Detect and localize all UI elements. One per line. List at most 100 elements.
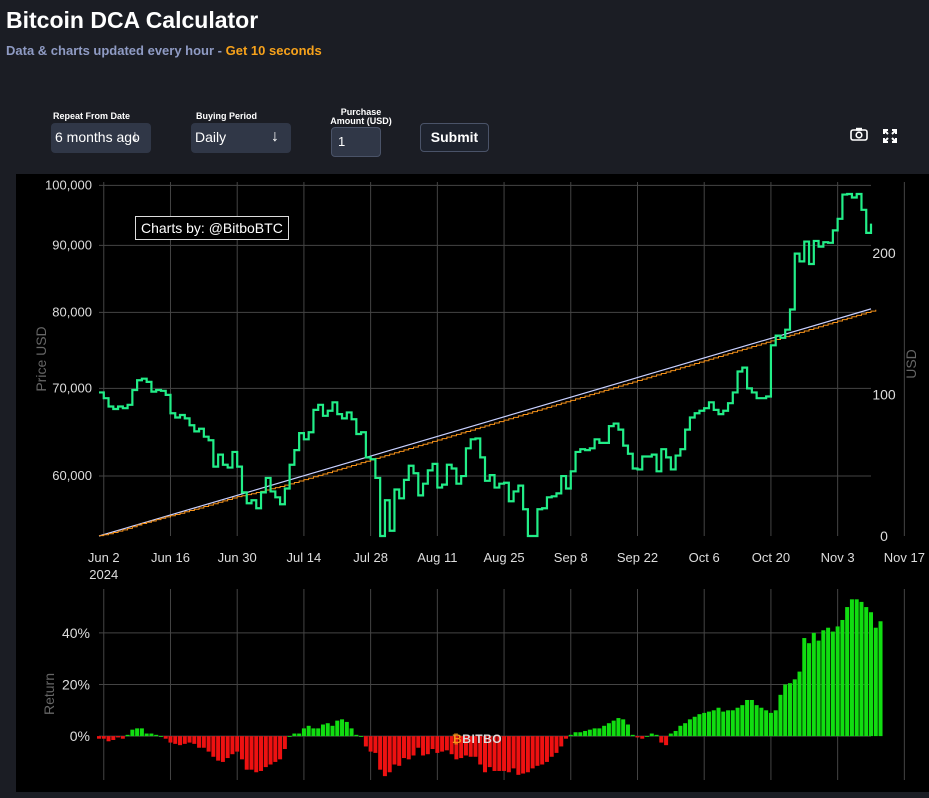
return-bar: [320, 724, 325, 737]
return-bar: [406, 736, 411, 760]
return-bar: [773, 710, 778, 737]
return-bar: [139, 728, 144, 737]
return-bar: [745, 699, 750, 737]
return-bar: [378, 736, 383, 770]
x-year-label: 2024: [89, 567, 118, 582]
return-bar: [244, 736, 249, 770]
return-tick-label: 20%: [62, 677, 90, 693]
return-bar: [864, 607, 869, 737]
return-bar: [373, 736, 378, 753]
return-bar: [768, 712, 773, 737]
return-bar: [530, 736, 535, 769]
camera-icon[interactable]: [850, 127, 868, 144]
return-bar: [873, 627, 878, 737]
return-bar: [668, 733, 673, 737]
return-bar: [416, 736, 421, 748]
bitbo-logo-icon: ₿: [452, 732, 463, 746]
dca-chart: Jun 2 2024 Jun 16 Jun 30 Jul 14 Jul 28 Aug 11 A…: [33, 177, 925, 780]
fullscreen-icon[interactable]: [882, 128, 898, 147]
return-bar: [359, 736, 364, 737]
return-bar: [168, 736, 173, 743]
return-bar: [535, 736, 540, 766]
return-bar: [206, 736, 211, 752]
return-bar: [544, 736, 549, 762]
return-bar: [216, 736, 221, 761]
return-bar: [702, 712, 707, 737]
return-bar: [854, 599, 859, 737]
buying-period-label: Buying Period: [196, 111, 258, 121]
return-bar: [444, 736, 449, 751]
return-bar: [835, 626, 840, 737]
price-tick-label: 90,000: [52, 237, 92, 252]
repeat-from-date-select[interactable]: 6 months ago ↓: [51, 123, 151, 153]
return-bar: [125, 734, 130, 737]
return-bar: [249, 736, 254, 770]
return-bar: [735, 707, 740, 737]
return-bar: [840, 619, 845, 737]
return-bar: [301, 728, 306, 737]
return-bar: [440, 736, 445, 752]
return-bar: [606, 723, 611, 737]
return-bar: [397, 736, 402, 766]
return-bar: [816, 640, 821, 737]
x-tick-label: Jun 2: [88, 550, 120, 565]
purchase-amount-input[interactable]: 1: [331, 127, 381, 157]
repeat-from-date-value: 6 months ago: [55, 129, 140, 145]
return-bar: [311, 728, 316, 737]
invested-line: [98, 308, 872, 537]
return-bar: [478, 736, 483, 765]
return-bar: [573, 732, 578, 737]
return-bar: [797, 671, 802, 737]
return-bar: [282, 736, 287, 750]
return-bar: [349, 728, 354, 737]
return-bar: [306, 725, 311, 737]
return-bar: [368, 736, 373, 752]
x-tick-label: Jul 14: [287, 550, 322, 565]
return-bar: [135, 728, 140, 737]
buying-period-value: Daily: [195, 129, 227, 145]
buying-period-select[interactable]: Daily ↓: [191, 123, 291, 153]
return-bar: [220, 736, 225, 762]
arrow-down-icon: ↓: [271, 128, 279, 145]
return-bar: [506, 736, 511, 773]
return-bar: [292, 733, 297, 737]
return-bar: [826, 627, 831, 737]
x-tick-label: Jun 16: [151, 550, 190, 565]
x-tick-label: Jul 28: [353, 550, 388, 565]
bitbo-watermark: ₿BITBO: [452, 732, 502, 746]
return-bar: [525, 736, 530, 773]
return-bar: [106, 736, 111, 742]
return-bar: [640, 736, 645, 739]
return-axis-title: Return: [41, 673, 57, 715]
return-bar: [430, 736, 435, 750]
return-bar: [602, 725, 607, 737]
return-bar: [101, 736, 106, 739]
return-bar: [387, 736, 392, 773]
get-10-seconds-link[interactable]: Get 10 seconds: [225, 43, 322, 58]
return-bar: [759, 707, 764, 737]
return-bar: [673, 730, 678, 737]
return-bar: [482, 736, 488, 773]
return-bar: [654, 734, 659, 737]
return-bar: [687, 719, 692, 737]
return-bar: [197, 736, 202, 748]
return-bar: [711, 710, 716, 737]
return-bar: [578, 732, 583, 737]
return-bar: [859, 601, 864, 737]
x-tick-label: Oct 20: [752, 550, 790, 565]
submit-button[interactable]: Submit: [420, 123, 489, 152]
return-bar: [497, 736, 502, 771]
return-bar: [278, 736, 283, 760]
return-bar: [468, 736, 473, 757]
return-bar: [239, 736, 244, 760]
return-bar: [559, 736, 564, 747]
usd-tick-label: 200: [872, 245, 896, 261]
repeat-from-date-label: Repeat From Date: [53, 111, 131, 121]
usd-axis-title: USD: [903, 349, 919, 379]
return-bar: [721, 711, 726, 737]
return-bar: [230, 736, 235, 755]
return-bar: [130, 729, 135, 737]
price-tick-label: 70,000: [52, 380, 92, 395]
return-bar: [540, 736, 545, 765]
return-bar: [878, 621, 883, 737]
